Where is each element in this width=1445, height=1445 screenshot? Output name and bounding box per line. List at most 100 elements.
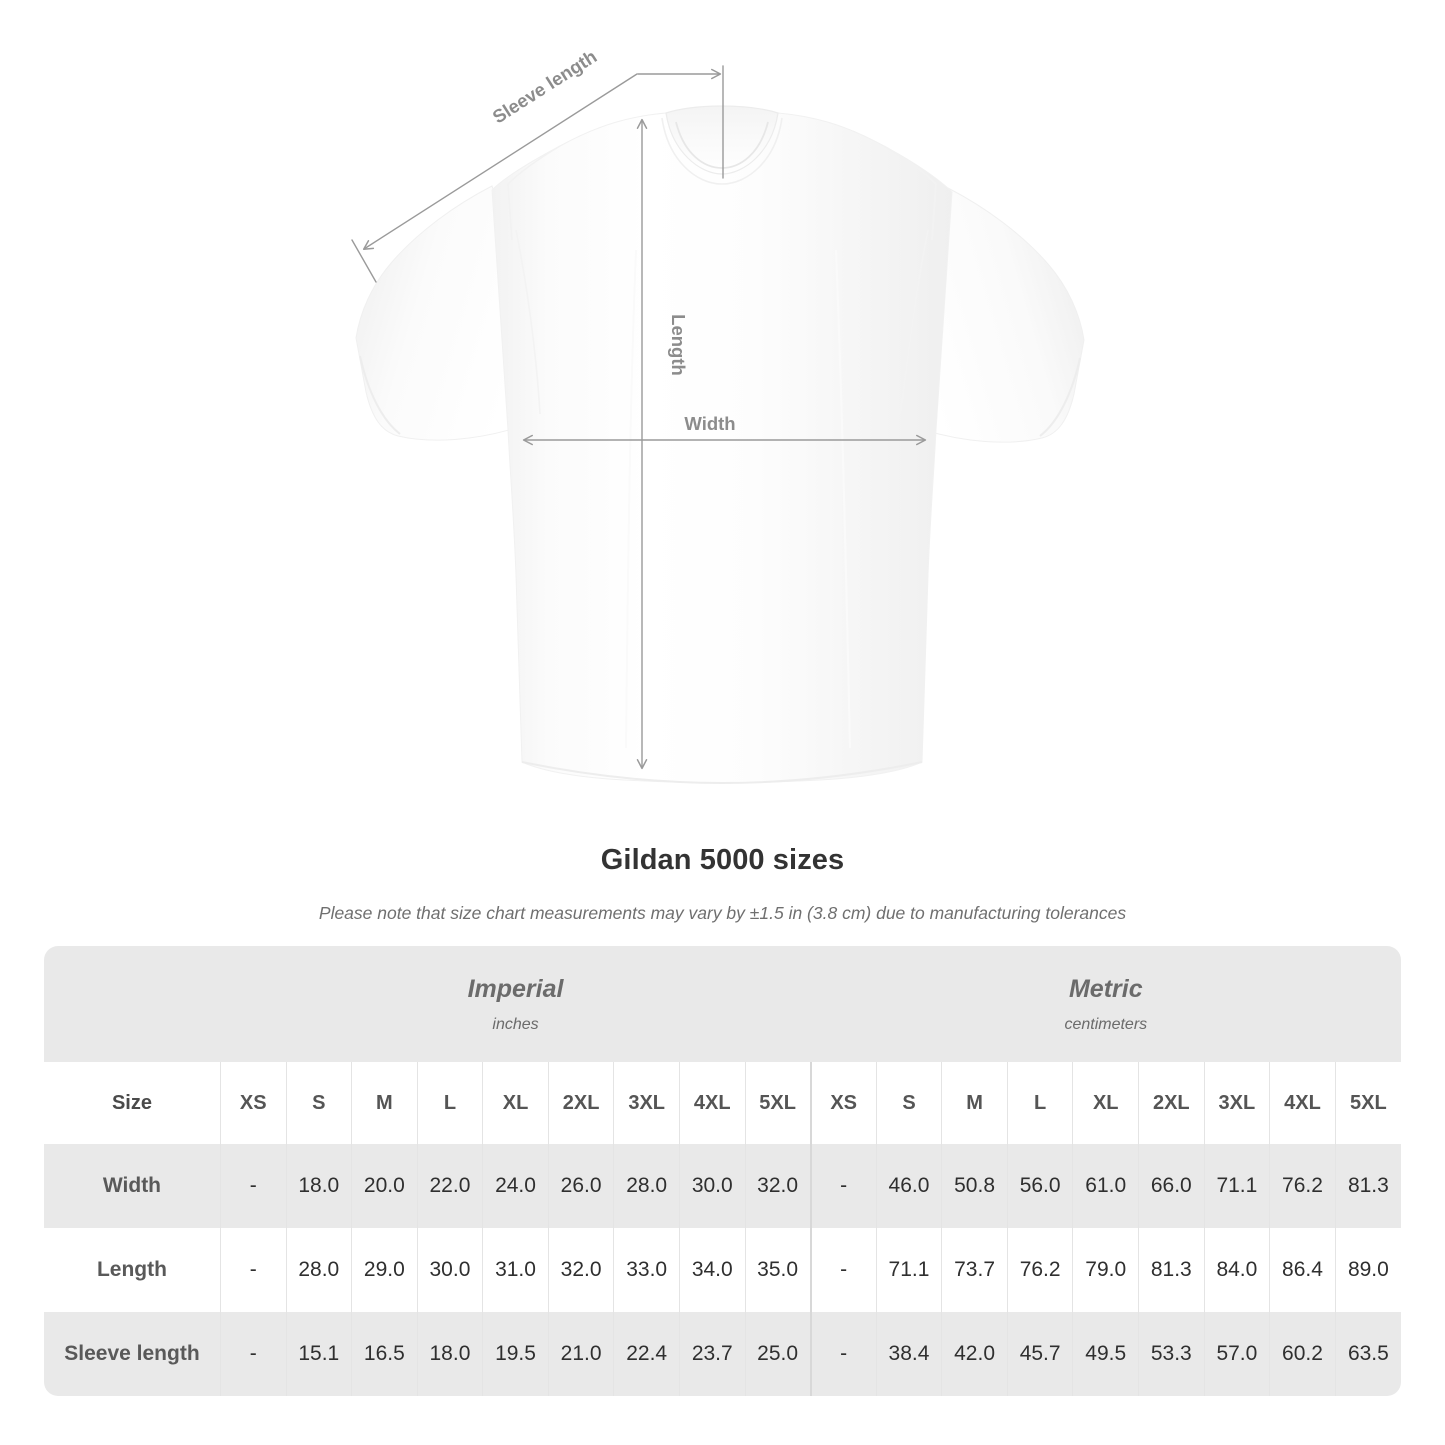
size-header-metric-2xl: 2XL — [1138, 1062, 1205, 1144]
cell-length-imperial-4xl: 34.0 — [678, 1228, 746, 1312]
cell-length-imperial-l: 30.0 — [416, 1228, 483, 1312]
left-armhole-seam — [515, 229, 541, 415]
cell-sleeve-length-metric-xs: - — [809, 1312, 877, 1396]
cell-length-imperial-xs: - — [219, 1228, 286, 1312]
cell-length-metric-5xl: 89.0 — [1334, 1228, 1401, 1312]
right-shoulder-seam — [883, 145, 937, 241]
size-header-imperial-s: S — [285, 1062, 352, 1144]
left-sleeve — [355, 185, 541, 441]
cell-length-metric-xl: 79.0 — [1072, 1228, 1139, 1312]
cell-width-imperial-s: 18.0 — [285, 1144, 352, 1228]
size-chart-table-wrap: Imperial inches Metric centimeters Size XS S M L… — [44, 946, 1401, 1396]
table-row: Length -28.0 29.0 30.0 31.0 32.0 33.0 34.0 35.0-… — [44, 1228, 1401, 1312]
cell-length-metric-xs: - — [809, 1228, 877, 1312]
sleeve-diagonal-segment — [362, 73, 638, 250]
size-header-metric-m: M — [941, 1062, 1008, 1144]
size-header-imperial-xs: XS — [219, 1062, 286, 1144]
cell-width-metric-4xl: 76.2 — [1269, 1144, 1336, 1228]
size-header-metric-4xl: 4XL — [1269, 1062, 1336, 1144]
title-block: Gildan 5000 sizes Please note that size … — [0, 842, 1445, 924]
cell-length-imperial-5xl: 35.0 — [744, 1228, 811, 1312]
cell-width-metric-s: 46.0 — [875, 1144, 942, 1228]
size-header-metric-xs: XS — [809, 1062, 877, 1144]
size-header-imperial-4xl: 4XL — [678, 1062, 746, 1144]
size-chart-table: Imperial inches Metric centimeters Size XS S M L… — [44, 946, 1401, 1396]
cell-sleeve-length-metric-5xl: 63.5 — [1334, 1312, 1401, 1396]
cell-sleeve-length-imperial-xl: 19.5 — [482, 1312, 549, 1396]
cell-width-imperial-2xl: 26.0 — [547, 1144, 614, 1228]
unit-header-imperial: Imperial inches — [220, 946, 811, 1062]
width-label: Width — [684, 413, 735, 434]
cell-length-imperial-2xl: 32.0 — [547, 1228, 614, 1312]
tshirt-body — [491, 112, 953, 784]
cell-sleeve-length-metric-2xl: 53.3 — [1138, 1312, 1205, 1396]
tolerance-note: Please note that size chart measurements… — [318, 902, 1127, 923]
cell-sleeve-length-metric-m: 42.0 — [941, 1312, 1008, 1396]
size-header-metric-s: S — [875, 1062, 942, 1144]
size-corner-label: Size — [44, 1062, 221, 1144]
unit-name-metric: Metric — [1068, 975, 1143, 1004]
sleeve-end-tick — [351, 239, 377, 283]
cell-length-imperial-m: 29.0 — [351, 1228, 418, 1312]
size-header-metric-l: L — [1006, 1062, 1073, 1144]
cell-length-imperial-xl: 31.0 — [482, 1228, 549, 1312]
row-label-length: Length — [44, 1228, 221, 1312]
fabric-fold-2 — [835, 249, 851, 749]
size-header-metric-5xl: 5XL — [1334, 1062, 1401, 1144]
cell-sleeve-length-imperial-s: 15.1 — [285, 1312, 352, 1396]
cell-width-metric-xl: 61.0 — [1072, 1144, 1139, 1228]
size-header-imperial-m: M — [351, 1062, 418, 1144]
row-label-width: Width — [44, 1144, 221, 1228]
cell-width-metric-2xl: 66.0 — [1138, 1144, 1205, 1228]
bottom-hem — [521, 761, 923, 785]
cell-width-imperial-5xl: 32.0 — [744, 1144, 811, 1228]
size-header-imperial-5xl: 5XL — [744, 1062, 811, 1144]
unit-band-row: Imperial inches Metric centimeters — [44, 946, 1401, 1062]
unit-sub-metric: centimeters — [1064, 1015, 1148, 1033]
cell-length-metric-m: 73.7 — [941, 1228, 1008, 1312]
row-label-sleeve-length: Sleeve length — [44, 1312, 221, 1396]
cell-width-imperial-3xl: 28.0 — [613, 1144, 680, 1228]
unit-band-corner — [44, 946, 221, 1062]
cell-length-imperial-3xl: 33.0 — [613, 1228, 680, 1312]
length-label: Length — [668, 314, 689, 376]
right-armhole-seam — [899, 229, 929, 415]
size-header-metric-xl: XL — [1072, 1062, 1139, 1144]
size-header-imperial-2xl: 2XL — [547, 1062, 614, 1144]
cell-sleeve-length-imperial-4xl: 23.7 — [678, 1312, 746, 1396]
cell-width-imperial-4xl: 30.0 — [678, 1144, 746, 1228]
cell-length-metric-3xl: 84.0 — [1203, 1228, 1270, 1312]
table-row: Width -18.0 20.0 22.0 24.0 26.0 28.0 30.0 32.0-4… — [44, 1144, 1401, 1228]
cell-width-metric-xs: - — [809, 1144, 877, 1228]
page-title: Gildan 5000 sizes — [600, 844, 845, 876]
cell-width-metric-5xl: 81.3 — [1334, 1144, 1401, 1228]
size-header-imperial-xl: XL — [482, 1062, 549, 1144]
cell-width-metric-3xl: 71.1 — [1203, 1144, 1270, 1228]
left-sleeve-hem — [359, 355, 401, 435]
cell-sleeve-length-metric-l: 45.7 — [1006, 1312, 1073, 1396]
size-header-metric-3xl: 3XL — [1203, 1062, 1270, 1144]
cell-sleeve-length-imperial-3xl: 22.4 — [613, 1312, 680, 1396]
size-header-imperial-3xl: 3XL — [613, 1062, 680, 1144]
cell-width-imperial-xs: - — [219, 1144, 286, 1228]
tshirt-measurement-illustration: Sleeve length Length Width — [351, 46, 1085, 785]
sleeve-length-label: Sleeve length — [489, 46, 601, 128]
cell-length-metric-2xl: 81.3 — [1138, 1228, 1205, 1312]
unit-sub-imperial: inches — [492, 1015, 539, 1033]
unit-name-imperial: Imperial — [467, 975, 564, 1004]
tshirt-graphic — [355, 105, 1085, 785]
table-row: Sleeve length -15.1 16.5 18.0 19.5 21.0 22.4 23… — [44, 1312, 1401, 1396]
cell-width-imperial-l: 22.0 — [416, 1144, 483, 1228]
size-header-imperial-l: L — [416, 1062, 483, 1144]
collar-inner — [675, 121, 769, 169]
left-shoulder-seam — [507, 145, 561, 241]
cell-width-imperial-m: 20.0 — [351, 1144, 418, 1228]
cell-length-metric-l: 76.2 — [1006, 1228, 1073, 1312]
collar-outer-ridge — [661, 117, 783, 185]
cell-sleeve-length-imperial-l: 18.0 — [416, 1312, 483, 1396]
size-header-row: Size XS S M L XL 2XL 3XL 4XL 5XL XS S M L XL 2XL 3XL 4XL 5… — [44, 1062, 1401, 1144]
unit-header-metric: Metric centimeters — [810, 946, 1401, 1062]
right-sleeve-hem — [1039, 357, 1081, 437]
measurement-annotations — [351, 65, 927, 770]
cell-sleeve-length-metric-4xl: 60.2 — [1269, 1312, 1336, 1396]
